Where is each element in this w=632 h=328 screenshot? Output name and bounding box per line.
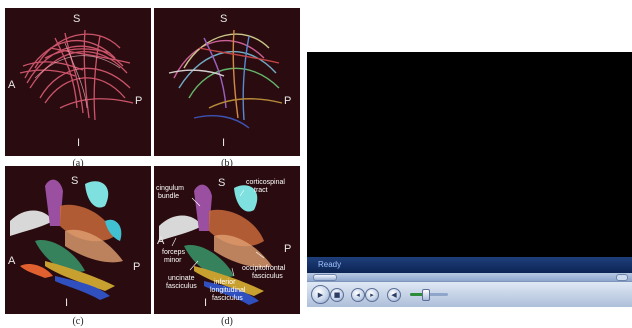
label-uncinate-2: fasciculus [166,283,197,290]
status-text: Ready [318,260,342,269]
caption-d: (d) [221,316,233,327]
seek-bar[interactable] [307,273,632,281]
label-inferior-2: longitudinal [210,287,246,294]
axis-label-posterior: P [284,243,291,255]
label-occipitofrontal-2: fasciculus [252,273,283,280]
status-bar: Ready [307,257,632,273]
label-uncinate: uncinate [168,275,195,282]
figure-panel-b: S P I [154,8,300,156]
label-corticospinal: corticospinal [246,179,285,186]
axis-label-anterior: A [8,79,16,91]
mute-button[interactable]: ◀ [387,288,401,302]
figure-panel-d: cingulum bundle corticospinal tract forc… [154,166,300,314]
axis-label-superior: S [73,13,80,25]
caption-a: (a) [72,158,84,169]
figure-panel-c: S A P I [5,166,151,314]
tractography-image-d: cingulum bundle corticospinal tract forc… [154,166,300,314]
axis-label-inferior: I [77,137,80,149]
axis-label-anterior: A [8,255,16,267]
previous-button[interactable]: ◂ [351,288,365,302]
label-forceps-2: minor [164,257,182,264]
volume-level [410,293,426,296]
label-cingulum-2: bundle [158,193,179,200]
seek-thumb[interactable] [313,274,337,281]
axis-label-inferior: I [222,137,225,149]
previous-icon: ◂ [356,291,360,299]
stop-icon: ■ [333,291,341,299]
axis-label-inferior: I [204,297,207,309]
play-button[interactable]: ▶ [311,285,330,304]
axis-label-inferior: I [65,297,68,309]
caption-c: (c) [72,316,84,327]
speaker-icon: ◀ [391,291,397,299]
stop-button[interactable]: ■ [330,288,344,302]
axis-label-superior: S [218,177,225,189]
media-player: Ready ▶ ■ ◂ ▸ ◀ [307,52,632,307]
volume-thumb[interactable] [422,289,431,301]
axis-label-anterior: A [157,235,165,247]
caption-b: (b) [221,158,233,169]
axis-label-superior: S [71,175,78,187]
video-area[interactable] [307,52,632,257]
label-cingulum: cingulum [156,185,184,192]
label-corticospinal-2: tract [254,187,268,194]
seek-end-handle[interactable] [616,274,628,281]
tractography-image-c: S A P I [5,166,151,314]
label-inferior: inferior [214,279,236,286]
tractography-image-a: S A P I [5,8,151,156]
axis-label-superior: S [220,13,227,25]
axis-label-posterior: P [284,95,291,107]
next-button[interactable]: ▸ [365,288,379,302]
label-inferior-3: fasciculus [212,295,243,302]
axis-label-posterior: P [133,261,140,273]
label-forceps: forceps [162,249,185,256]
play-icon: ▶ [317,290,324,299]
tractography-image-b: S P I [154,8,300,156]
next-icon: ▸ [370,291,374,299]
figure-panel-a: S A P I [5,8,151,156]
axis-label-posterior: P [135,95,142,107]
control-bar: ▶ ■ ◂ ▸ ◀ [307,281,632,307]
label-occipitofrontal: occipitofrontal [242,265,286,272]
